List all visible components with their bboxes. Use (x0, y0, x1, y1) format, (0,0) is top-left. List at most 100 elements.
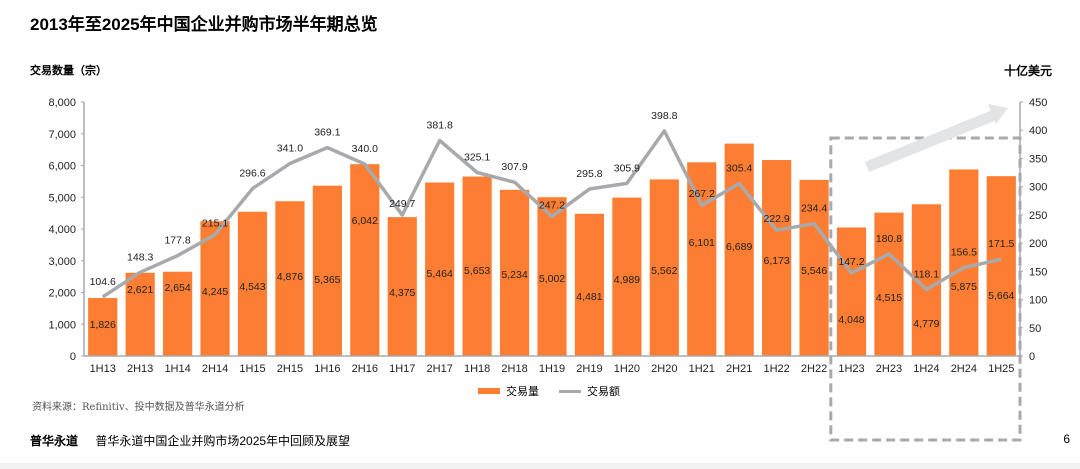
bar-value-label: 4,245 (202, 286, 228, 298)
x-tick-label: 2H23 (876, 363, 902, 375)
right-tick-label: 200 (1029, 238, 1047, 250)
footer: 普华永道 普华永道中国企业并购市场2025年中回顾及展望 (30, 432, 350, 449)
x-tick-label: 1H17 (389, 363, 415, 375)
line-value-label: 104.6 (90, 276, 116, 288)
bar (649, 179, 679, 356)
bar (762, 160, 792, 356)
bar-value-label: 4,989 (614, 274, 640, 286)
x-tick-label: 1H16 (314, 363, 340, 375)
bar-value-label: 6,101 (689, 237, 715, 249)
x-tick-label: 2H14 (202, 363, 228, 375)
labels-layer: 1,826 2,621 2,654 4,245 4,543 4,876 5,365 6,042… (90, 110, 1015, 331)
footer-text: 普华永道中国企业并购市场2025年中回顾及展望 (95, 434, 351, 448)
x-tick-label: 2H15 (277, 363, 303, 375)
bar-value-label: 5,464 (427, 268, 453, 280)
line-value-label: 156.5 (951, 247, 977, 259)
x-tick-label: 1H15 (239, 363, 265, 375)
legend-swatch-volume (478, 388, 500, 394)
line-value-label: 398.8 (651, 110, 677, 122)
x-tick-label: 2H21 (726, 363, 752, 375)
left-tick-label: 3,000 (48, 256, 76, 268)
bar-value-label: 5,664 (988, 290, 1014, 302)
line-value-label: 171.5 (988, 238, 1014, 250)
left-tick-label: 7,000 (48, 129, 76, 141)
right-tick-label: 150 (1029, 266, 1047, 278)
bar-value-label: 2,654 (164, 282, 190, 294)
left-tick-label: 0 (70, 351, 76, 363)
bar-value-label: 4,375 (389, 287, 415, 299)
highlight-layer (829, 104, 1022, 442)
bar (162, 271, 193, 356)
bar (724, 143, 754, 356)
page-title: 2013年至2025年中国企业并购市场半年期总览 (30, 15, 378, 34)
bottom-bar (0, 463, 1080, 469)
bar-value-label: 4,876 (277, 271, 303, 283)
line-value-label: 295.8 (576, 168, 602, 180)
left-axis-title: 交易数量（宗） (30, 65, 107, 77)
line-value-label: 247.2 (539, 199, 565, 211)
bar-value-label: 6,173 (763, 255, 789, 267)
x-tick-label: 2H24 (951, 363, 977, 375)
x-tick-label: 1H23 (838, 363, 864, 375)
bar (88, 298, 118, 356)
right-tick-label: 250 (1029, 210, 1047, 222)
bar-value-label: 4,048 (838, 314, 864, 326)
x-tick-label: 1H21 (689, 363, 715, 375)
bar-value-label: 6,042 (352, 215, 378, 227)
line-value-label: 118.1 (914, 268, 940, 280)
bars-layer (88, 143, 1016, 356)
x-tick-label: 2H19 (576, 363, 602, 375)
left-tick-label: 5,000 (48, 192, 76, 204)
line-value-label: 180.8 (876, 233, 902, 245)
bar (799, 179, 829, 356)
x-tick-label: 2H17 (427, 363, 453, 375)
bar (462, 176, 492, 356)
bar (275, 201, 305, 356)
page-number: 6 (1063, 432, 1070, 446)
bar (125, 272, 155, 356)
x-tick-label: 1H25 (988, 363, 1014, 375)
x-tick-label: 2H16 (352, 363, 378, 375)
x-tick-label: 2H22 (801, 363, 827, 375)
bar-value-label: 4,515 (876, 292, 902, 304)
left-tick-label: 1,000 (48, 319, 76, 331)
bar (986, 176, 1016, 356)
line-value-label: 340.0 (352, 143, 378, 155)
bar (874, 212, 904, 356)
x-tick-label: 1H24 (913, 363, 939, 375)
x-tick-label: 1H22 (763, 363, 789, 375)
line-value-label: 325.1 (464, 151, 490, 163)
trend-arrow-shaft (864, 108, 1000, 173)
x-tick-label: 1H18 (464, 363, 490, 375)
bar (499, 189, 530, 356)
bar (425, 182, 455, 356)
x-tick-label: 1H13 (90, 363, 116, 375)
line-value-label: 177.8 (164, 235, 190, 247)
line-value-label: 381.8 (427, 119, 453, 131)
trend-arrow-icon (864, 104, 1008, 173)
axes-layer: 0 1,000 2,000 3,000 4,000 5,000 6,000 7,000 8,00… (48, 97, 1047, 375)
bar (312, 185, 342, 356)
bar-value-label: 1,826 (90, 319, 116, 331)
bar-value-label: 5,365 (314, 274, 340, 286)
bar (387, 217, 417, 356)
x-tick-label: 2H20 (651, 363, 677, 375)
bar-value-label: 5,653 (464, 265, 490, 277)
legend-label-volume: 交易量 (506, 386, 539, 398)
bar-value-label: 4,481 (576, 291, 602, 303)
line-value-label: 234.4 (801, 203, 827, 215)
bar-value-label: 6,689 (726, 241, 752, 253)
bar (537, 197, 567, 356)
left-tick-label: 2,000 (48, 288, 76, 300)
right-tick-label: 350 (1029, 153, 1047, 165)
highlight-box (829, 136, 1022, 442)
line-value-label: 249.7 (389, 198, 415, 210)
footer-brand: 普华永道 (30, 434, 79, 448)
bar (350, 164, 380, 356)
legend: 交易量 交易额 (478, 383, 620, 399)
bar-value-label: 5,546 (801, 265, 827, 277)
right-tick-label: 450 (1029, 97, 1047, 109)
x-tick-label: 1H14 (164, 363, 190, 375)
line-value-label: 296.6 (239, 168, 265, 180)
